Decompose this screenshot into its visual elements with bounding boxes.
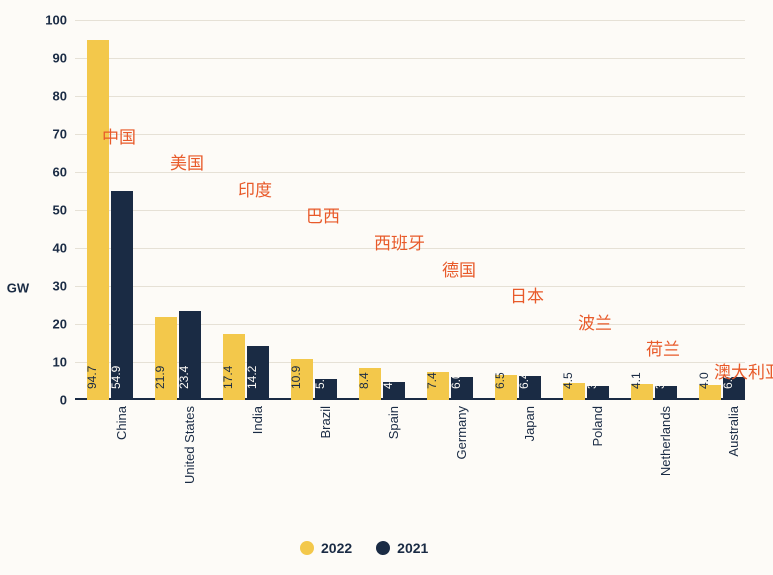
bar-2021: 6.4 (519, 376, 541, 400)
x-tick-label: United States (182, 406, 197, 484)
bar-value-label: 17.4 (221, 366, 235, 389)
y-tick-label: 60 (53, 165, 75, 180)
y-tick-label: 0 (60, 393, 75, 408)
y-tick-label: 20 (53, 317, 75, 332)
legend-label: 2021 (397, 540, 428, 556)
bar-value-label: 10.9 (289, 366, 303, 389)
bar-2021: 54.9 (111, 191, 133, 400)
bar-2021: 14.2 (247, 346, 269, 400)
y-tick-label: 30 (53, 279, 75, 294)
annotation-cn: 澳大利亚 (714, 358, 773, 383)
bar-value-label: 54.9 (109, 366, 123, 389)
bar-2021: 3.8 (587, 386, 609, 400)
gridline (75, 96, 745, 97)
x-tick-label: Poland (590, 406, 605, 446)
bar-2022: 21.9 (155, 317, 177, 400)
bar-2022: 17.4 (223, 334, 245, 400)
bar-2021: 4.8 (383, 382, 405, 400)
legend: 2022 2021 (300, 540, 428, 556)
y-tick-label: 50 (53, 203, 75, 218)
bar-value-label: 4.5 (561, 372, 575, 389)
gridline (75, 134, 745, 135)
bar-value-label: 3.8 (585, 372, 599, 389)
annotation-cn: 荷兰 (646, 335, 680, 360)
gridline (75, 210, 745, 211)
annotation-cn: 巴西 (306, 202, 340, 227)
bar-value-label: 6.5 (493, 372, 507, 389)
legend-label: 2022 (321, 540, 352, 556)
plot-area: 010203040506070809010094.754.9China中国21.… (75, 20, 745, 400)
bar-value-label: 4.8 (381, 372, 395, 389)
bar-2021: 6.0 (451, 377, 473, 400)
x-tick-label: Japan (522, 406, 537, 441)
y-tick-label: 10 (53, 355, 75, 370)
gridline (75, 20, 745, 21)
annotation-cn: 西班牙 (374, 229, 425, 254)
bar-value-label: 94.7 (85, 366, 99, 389)
annotation-cn: 波兰 (578, 309, 612, 334)
bar-value-label: 8.4 (357, 372, 371, 389)
x-tick-label: Spain (386, 406, 401, 439)
bar-value-label: 6.0 (449, 372, 463, 389)
legend-item: 2022 (300, 540, 352, 556)
annotation-cn: 美国 (170, 149, 204, 174)
bar-value-label: 6.4 (517, 372, 531, 389)
bar-2021: 3.6 (655, 386, 677, 400)
bar-2021: 5.5 (315, 379, 337, 400)
bar-2022: 94.7 (87, 40, 109, 400)
y-tick-label: 90 (53, 51, 75, 66)
bar-value-label: 4.0 (697, 372, 711, 389)
bar-value-label: 3.6 (653, 372, 667, 389)
annotation-cn: 德国 (442, 256, 476, 281)
legend-item: 2021 (376, 540, 428, 556)
bar-2022: 4.0 (699, 385, 721, 400)
x-tick-label: China (114, 406, 129, 440)
x-tick-label: Germany (454, 406, 469, 459)
bar-value-label: 23.4 (177, 366, 191, 389)
gridline (75, 286, 745, 287)
bar-2022: 4.1 (631, 384, 653, 400)
gw-bar-chart: GW 0 10 20 30 40 50 60 70 80 90 100 94.7 54.9 China 中国… (0, 0, 773, 575)
bar-value-label: 5.5 (313, 372, 327, 389)
x-tick-label: Netherlands (658, 406, 673, 476)
legend-swatch (376, 541, 390, 555)
annotation-cn: 印度 (238, 176, 272, 201)
gridline (75, 58, 745, 59)
bar-value-label: 4.1 (629, 372, 643, 389)
annotation-cn: 日本 (510, 282, 544, 307)
x-tick-label: Australia (726, 406, 741, 457)
bar-2021: 23.4 (179, 311, 201, 400)
bar-value-label: 21.9 (153, 366, 167, 389)
y-tick-label: 40 (53, 241, 75, 256)
bar-2022: 8.4 (359, 368, 381, 400)
x-tick-label: Brazil (318, 406, 333, 439)
bar-2022: 7.4 (427, 372, 449, 400)
y-tick-label: 70 (53, 127, 75, 142)
y-tick-label: 100 (45, 13, 75, 28)
bar-2022: 6.5 (495, 375, 517, 400)
bar-value-label: 14.2 (245, 366, 259, 389)
annotation-cn: 中国 (102, 123, 136, 148)
bar-2022: 10.9 (291, 359, 313, 400)
bar-value-label: 7.4 (425, 372, 439, 389)
bar-2022: 4.5 (563, 383, 585, 400)
legend-swatch (300, 541, 314, 555)
y-axis-label: GW (7, 280, 29, 295)
x-tick-label: India (250, 406, 265, 434)
y-tick-label: 80 (53, 89, 75, 104)
